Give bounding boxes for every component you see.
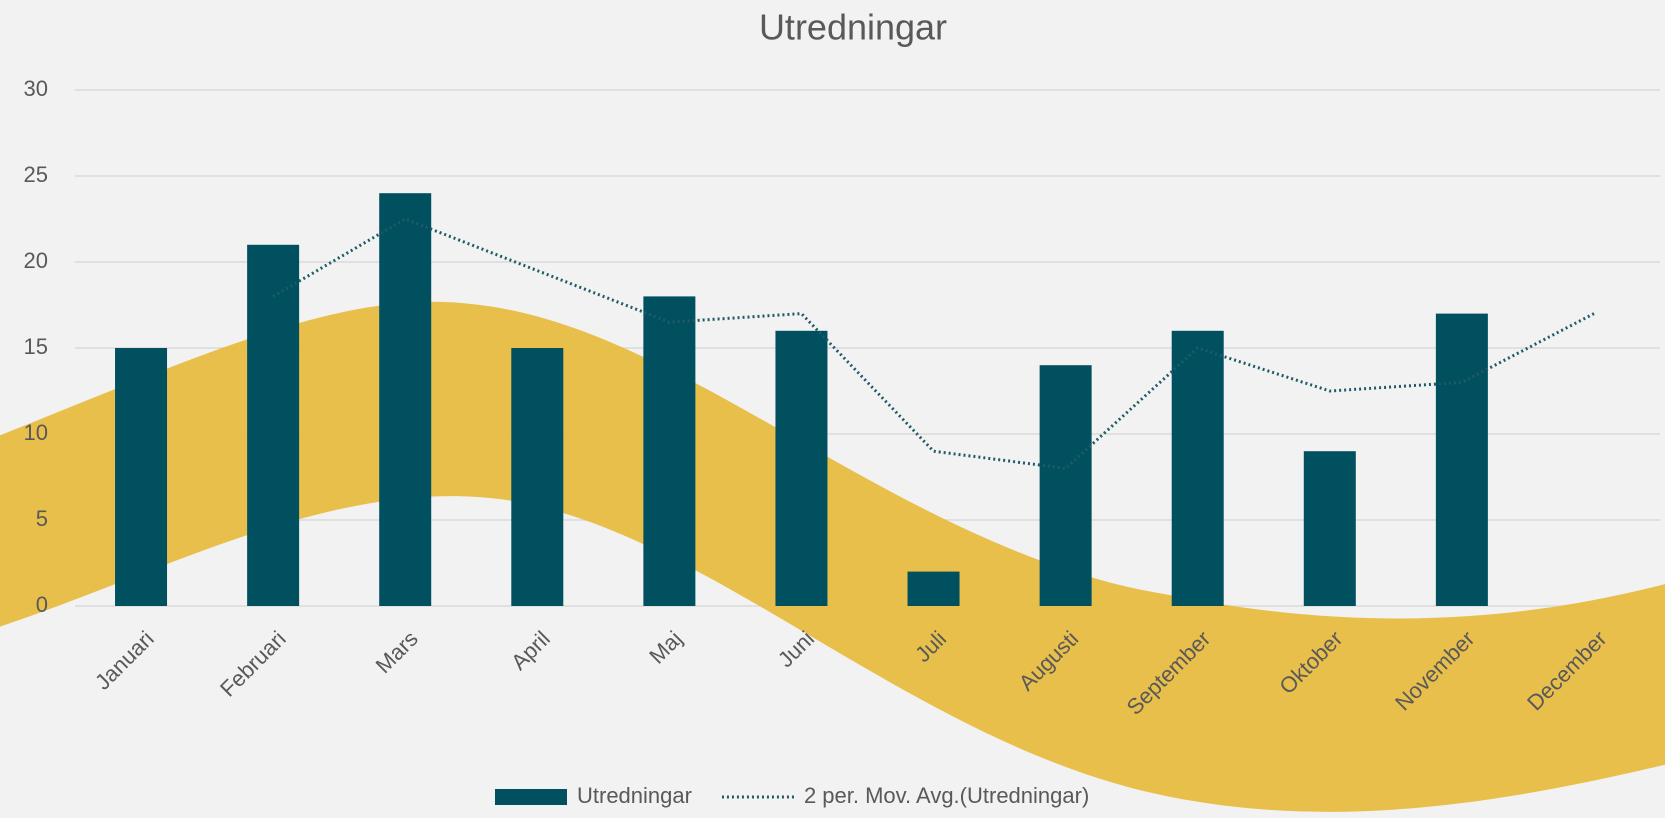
x-tick-label: Februari [215,626,291,702]
legend: Utredningar 2 per. Mov. Avg.(Utredningar) [495,783,1089,808]
y-tick-label: 0 [36,592,48,617]
x-tick-label: April [506,626,555,675]
bar [247,244,300,607]
y-tick-label: 5 [36,506,48,531]
bar [907,571,960,606]
bar [775,330,828,606]
bar [1171,330,1224,606]
y-tick-label: 20 [24,248,48,273]
legend-swatch [495,789,567,805]
legend-label: 2 per. Mov. Avg.(Utredningar) [804,783,1089,808]
y-tick-label: 10 [24,420,48,445]
x-tick-label: Januari [90,626,159,695]
x-tick-label: Mars [371,626,423,678]
bar [1435,313,1488,606]
bar [643,296,696,606]
y-tick-label: 30 [24,76,48,101]
bar [511,348,564,606]
bar [115,348,168,606]
y-tick-label: 25 [24,162,48,187]
bar [379,193,432,606]
y-tick-label: 15 [24,334,48,359]
x-tick-label: Maj [644,626,687,669]
chart-title: Utredningar [759,7,947,48]
legend-label: Utredningar [577,783,692,808]
bar [1303,451,1356,606]
bar [1039,365,1092,606]
